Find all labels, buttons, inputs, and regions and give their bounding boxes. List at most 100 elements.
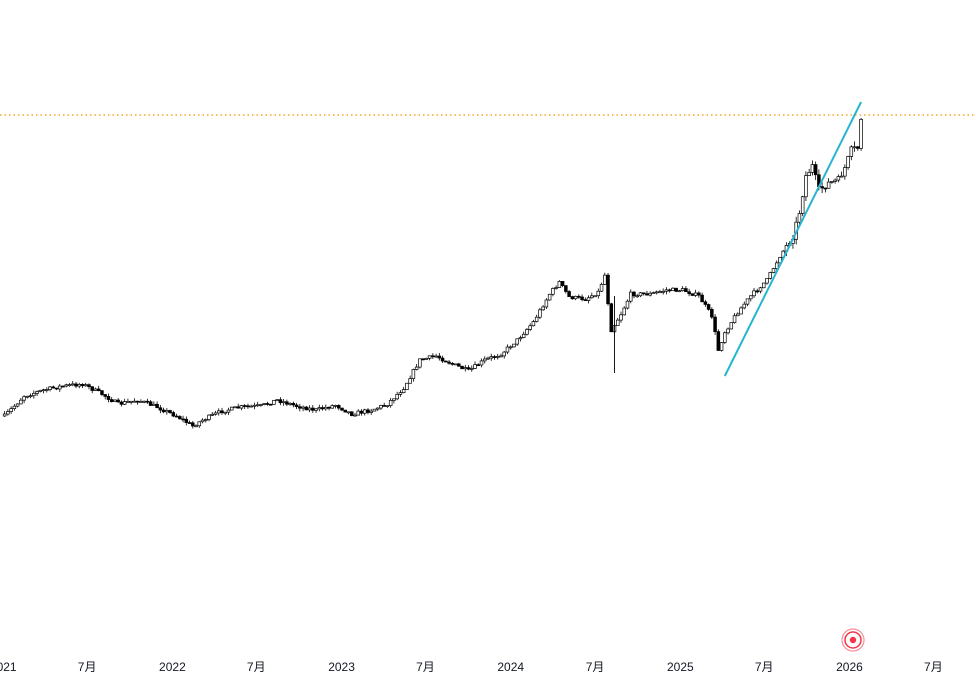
candle <box>285 399 289 407</box>
candle <box>353 412 357 417</box>
candle <box>64 383 69 388</box>
candle-body <box>9 408 13 412</box>
candle <box>424 357 429 360</box>
candle-body <box>664 289 669 292</box>
candle <box>508 345 513 350</box>
x-tick-label: 2023 <box>328 660 355 674</box>
candle-body <box>223 411 227 414</box>
candle <box>93 387 98 392</box>
candle <box>113 399 117 402</box>
candle-body <box>22 396 26 401</box>
candle-body <box>135 400 140 403</box>
candle <box>281 399 286 406</box>
candle <box>45 387 49 393</box>
candle <box>664 287 669 295</box>
candle <box>843 164 847 180</box>
candle <box>836 174 841 183</box>
candle <box>372 408 377 412</box>
candle-body <box>327 406 331 409</box>
candle <box>453 363 458 366</box>
candle-body <box>447 361 451 364</box>
candle <box>492 355 497 360</box>
candle <box>483 356 487 364</box>
candle <box>340 407 344 412</box>
candle-body <box>362 409 367 414</box>
candle-body <box>119 401 124 405</box>
candle <box>100 390 104 396</box>
candle-body <box>90 386 94 391</box>
candle-body <box>622 307 627 316</box>
candle-body <box>492 356 497 358</box>
candle <box>414 364 419 371</box>
candle <box>155 401 159 409</box>
candle <box>755 288 760 294</box>
candle <box>745 298 750 307</box>
candle <box>148 400 153 406</box>
candle <box>697 291 701 298</box>
candle-body <box>129 400 133 403</box>
candle <box>839 171 844 178</box>
candle-body <box>103 394 107 397</box>
candle <box>35 390 39 396</box>
candle-body <box>311 407 315 411</box>
target-icon[interactable] <box>841 628 865 652</box>
candle-body <box>278 399 283 404</box>
candle <box>385 405 390 408</box>
candle <box>9 406 13 414</box>
candle-body <box>729 322 734 330</box>
candle <box>437 352 442 361</box>
candle <box>700 292 704 303</box>
candle-body <box>51 386 56 389</box>
candle <box>431 353 435 360</box>
candle <box>275 399 279 402</box>
candle <box>379 404 383 411</box>
candle <box>165 408 169 415</box>
candle <box>444 360 448 363</box>
candle-body <box>508 346 513 349</box>
candle-body <box>570 296 575 300</box>
candle <box>800 195 805 217</box>
candle <box>596 288 601 299</box>
candle <box>544 298 549 309</box>
candle <box>852 141 857 152</box>
candle <box>674 287 678 293</box>
candle <box>77 382 81 389</box>
candle <box>528 323 532 332</box>
candle <box>749 295 753 302</box>
candle-body <box>249 405 253 408</box>
candle-body <box>667 289 672 292</box>
candle <box>22 395 26 404</box>
trend-line[interactable] <box>723 101 862 377</box>
candle <box>71 381 75 387</box>
trend-line-layer[interactable] <box>723 101 862 377</box>
candle <box>586 295 591 304</box>
candle-body <box>742 303 747 309</box>
candle <box>752 287 756 299</box>
candle <box>223 411 227 416</box>
candle-body <box>466 367 471 370</box>
candle-body <box>557 281 562 288</box>
candle <box>191 421 195 429</box>
candle-body <box>836 176 841 181</box>
candle-body <box>408 378 412 384</box>
candle <box>242 404 247 409</box>
candle-body <box>658 291 662 293</box>
candle <box>603 272 607 285</box>
candle-body <box>41 389 46 392</box>
candle-body <box>317 407 322 410</box>
candle <box>716 329 721 351</box>
candle <box>369 408 373 415</box>
candle-body <box>100 390 104 395</box>
candle-body <box>856 146 860 149</box>
candle <box>346 411 351 415</box>
target-icon-dot <box>849 636 857 644</box>
candle-body <box>226 409 231 413</box>
candle <box>846 155 850 170</box>
candle <box>246 403 250 409</box>
candle <box>405 382 409 391</box>
candle-body <box>700 294 704 303</box>
candle-body <box>723 332 727 343</box>
candle <box>158 404 163 414</box>
candle-body <box>521 333 526 338</box>
